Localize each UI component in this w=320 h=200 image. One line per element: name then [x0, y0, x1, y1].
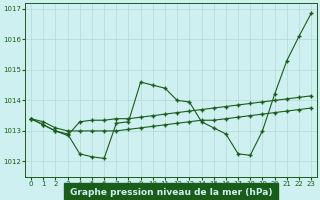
- X-axis label: Graphe pression niveau de la mer (hPa): Graphe pression niveau de la mer (hPa): [70, 188, 272, 197]
